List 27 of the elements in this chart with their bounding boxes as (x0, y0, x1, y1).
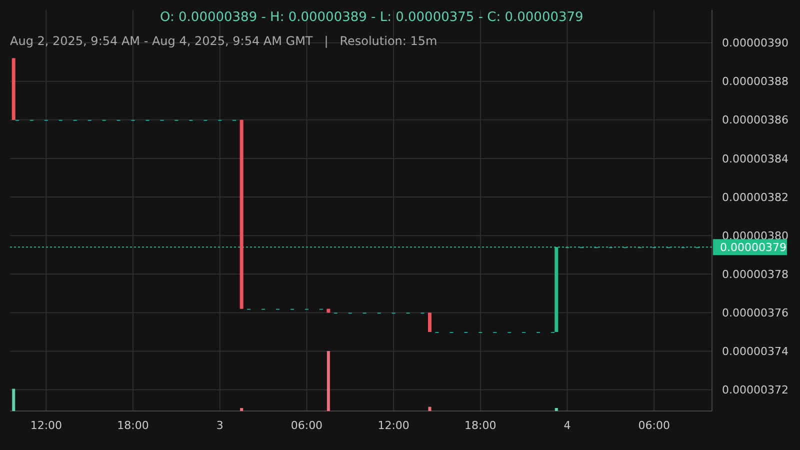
x-tick-label: 4 (564, 419, 571, 432)
bar (554, 408, 558, 411)
y-tick-label: 0.00000384 (722, 152, 788, 166)
text: Aug 2, 2025, 9:54 AM - Aug 4, 2025, 9:54 AM GMT | Resolution: 15m (10, 34, 438, 48)
chart-title: O: 0.00000389 - H: 0.00000389 - L: 0.00000375 - C: 0.00000379 (160, 10, 584, 25)
y-tick-label: 0.00000390 (722, 36, 788, 50)
x-tick-label: 3 (216, 419, 224, 432)
y-tick-label: 0.00000374 (722, 345, 788, 358)
y-tick-label: 0.00000386 (722, 114, 788, 127)
bar (326, 351, 330, 411)
y-tick-label: 0.00000378 (722, 268, 788, 281)
y-tick-label: 0.00000372 (722, 384, 788, 397)
y-tick-label: 0.00000376 (722, 306, 788, 320)
x-tick-label: 12:00 (30, 419, 62, 432)
bar (428, 406, 432, 411)
bar (240, 408, 244, 411)
y-tick-label: 0.00000388 (722, 75, 788, 88)
x-tick-label: 18:00 (464, 419, 496, 432)
candlestick (428, 312, 432, 332)
x-tick-label: 06:00 (638, 419, 670, 432)
y-tick-label: 0.00000380 (722, 229, 788, 242)
x-tick-label: 06:00 (290, 419, 323, 432)
x-tick-label: 18:00 (117, 419, 149, 432)
bar (12, 388, 16, 411)
y-tick-label: 0.00000382 (722, 190, 788, 204)
x-tick-label: 12:00 (378, 419, 410, 432)
ref-line-label: 0.00000379 (720, 240, 786, 254)
